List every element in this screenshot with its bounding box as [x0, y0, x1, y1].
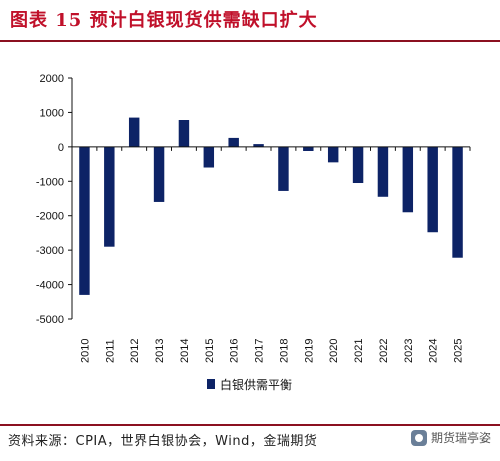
x-tick-label: 2021	[353, 339, 365, 363]
x-tick-label: 2015	[204, 339, 216, 363]
x-tick-label: 2023	[403, 339, 415, 363]
x-tick-label: 2022	[378, 339, 390, 363]
x-tick-label: 2025	[453, 339, 465, 363]
y-tick-label: -2000	[36, 211, 64, 223]
watermark: 期货瑞亭姿	[407, 428, 494, 447]
x-tick-label: 2017	[254, 339, 266, 363]
watermark-text: 期货瑞亭姿	[430, 431, 491, 445]
bar-2015	[203, 146, 215, 168]
bar-2019	[303, 146, 314, 151]
y-tick-label: -1000	[36, 176, 64, 188]
bar-2011	[104, 146, 115, 247]
y-tick-label: -3000	[36, 245, 64, 257]
y-tick-label: 2000	[40, 73, 64, 85]
legend-swatch	[207, 379, 215, 389]
bar-2012	[128, 117, 140, 147]
watermark-logo-icon	[410, 429, 427, 446]
bar-2010	[79, 146, 90, 295]
bar-2024	[427, 146, 438, 233]
source-rule	[0, 424, 500, 426]
bar-2025	[452, 146, 463, 258]
x-tick-label: 2024	[428, 339, 440, 363]
legend-label: 白银供需平衡	[220, 377, 292, 392]
legend: 白银供需平衡	[207, 377, 292, 392]
bar-2021	[352, 146, 364, 184]
x-tick-label: 2020	[328, 339, 340, 363]
bar-2013	[153, 146, 165, 202]
x-axis: 2010 2011 2012 2013 2014 2015 2016 2017 2018 2019…	[71, 146, 471, 363]
x-tick-label: 2016	[229, 339, 241, 363]
y-tick-label: 0	[58, 142, 64, 154]
y-tick-label: -5000	[36, 314, 64, 326]
bar-2022	[377, 146, 389, 197]
y-tick-label: -4000	[36, 280, 64, 292]
bar-2018	[278, 146, 289, 191]
bar-2016	[228, 137, 239, 147]
x-tick-label: 2010	[79, 339, 91, 363]
y-axis: 2000 1000 0 -1000 -2000 -3000 -4000 -5000	[36, 73, 73, 326]
bar-2017	[253, 144, 264, 147]
bars-group	[79, 117, 463, 295]
bar-2023	[402, 146, 414, 213]
y-tick-label: 1000	[40, 107, 64, 119]
x-tick-label: 2011	[104, 339, 116, 363]
bar-2014	[178, 120, 190, 147]
x-tick-label: 2019	[303, 339, 315, 363]
x-tick-label: 2013	[154, 339, 166, 363]
source-note: 资料来源：CPIA，世界白银协会，Wind，金瑞期货	[8, 434, 318, 449]
x-tick-label: 2014	[179, 339, 191, 363]
bar-2020	[327, 146, 339, 163]
x-tick-label: 2018	[278, 339, 290, 363]
x-tick-label: 2012	[129, 339, 141, 363]
title-rule	[0, 40, 500, 42]
figure-title: 图表 15 预计白银现货供需缺口扩大	[10, 10, 318, 31]
